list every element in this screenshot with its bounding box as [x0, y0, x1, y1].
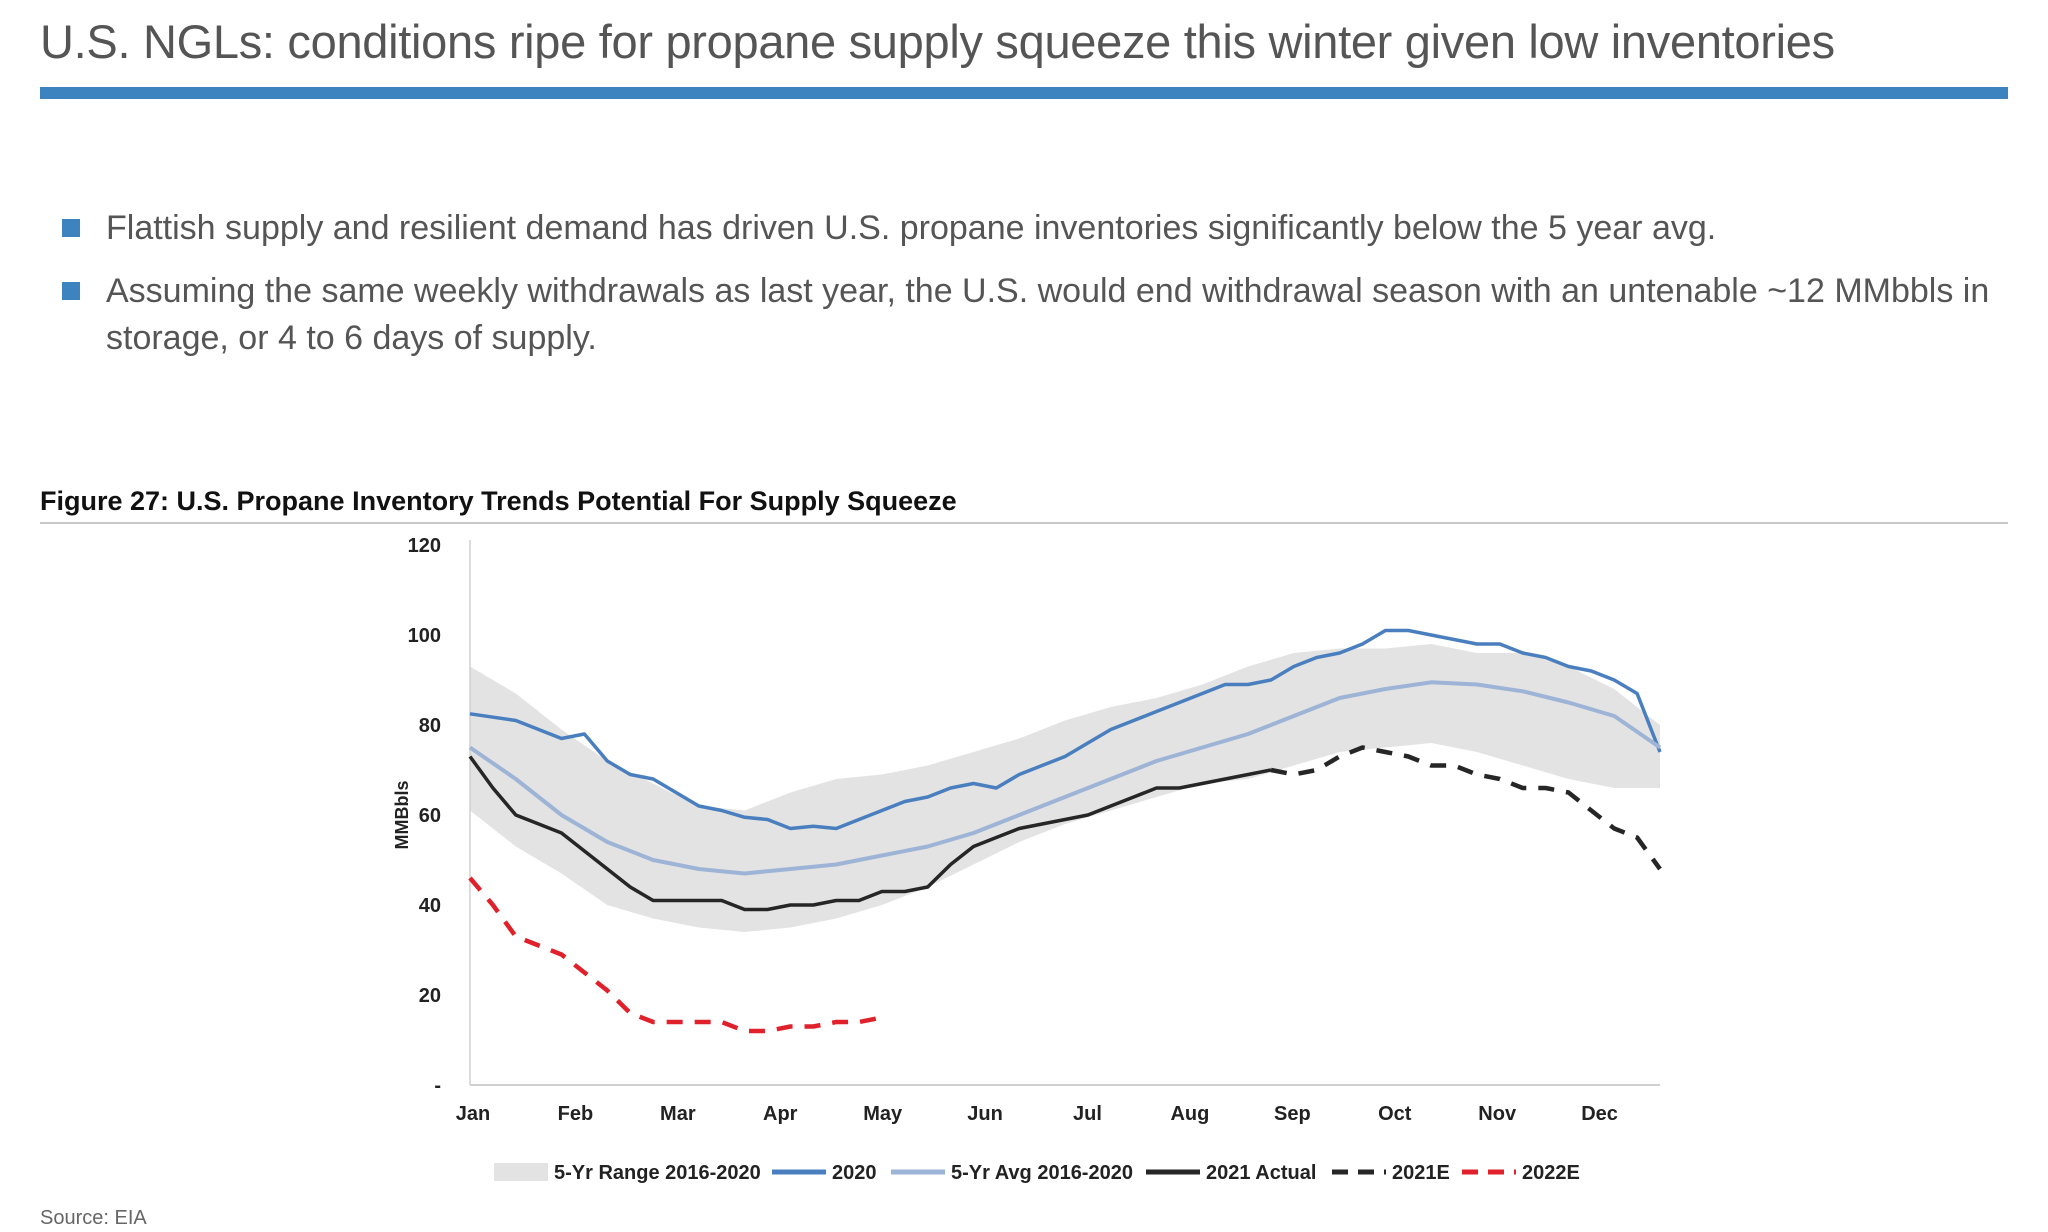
y-tick-label: 40 [419, 895, 441, 917]
legend-item: 2022E [1462, 1162, 1580, 1184]
x-tick-label: Jan [456, 1103, 490, 1125]
bullet-square-icon [62, 219, 80, 237]
series-line-2022e [468, 876, 883, 1034]
legend-item: 5-Yr Range 2016-2020 [494, 1162, 761, 1184]
x-tick-label: Dec [1581, 1103, 1618, 1125]
y-tick-label: 120 [408, 535, 441, 557]
y-axis-label: MMBbls [392, 781, 412, 850]
y-tick-label: 80 [419, 715, 441, 737]
legend-item: 2021E [1332, 1162, 1450, 1184]
title-underline [40, 87, 2008, 99]
bullet-text: Flattish supply and resilient demand has… [106, 209, 1717, 247]
legend-label: 2020 [832, 1162, 877, 1184]
source-note: Source: EIA [40, 1207, 147, 1229]
bullet-square-icon [62, 282, 80, 300]
series-line-2020 [469, 628, 1662, 831]
series-line-2021-actual [468, 755, 1272, 912]
legend-item: 2021 Actual [1146, 1162, 1316, 1184]
y-tick-label: 100 [408, 625, 441, 647]
legend-label: 5-Yr Range 2016-2020 [554, 1162, 761, 1184]
x-tick-label: Oct [1378, 1103, 1412, 1125]
range-band [470, 644, 1660, 932]
legend-label: 2021E [1392, 1162, 1450, 1184]
x-tick-label: Mar [660, 1103, 696, 1125]
bullet-list: Flattish supply and resilient demand has… [62, 205, 2012, 378]
x-tick-label: Apr [763, 1103, 798, 1125]
legend-label: 2022E [1522, 1162, 1580, 1184]
x-tick-label: Jun [967, 1103, 1003, 1125]
series-line-5-yr-avg-2016-2020 [468, 680, 1662, 876]
legend-item: 5-Yr Avg 2016-2020 [891, 1162, 1133, 1184]
bullet-item: Flattish supply and resilient demand has… [62, 205, 2012, 252]
figure-divider [40, 522, 2008, 524]
y-tick-label: 20 [419, 985, 441, 1007]
legend-label: 2021 Actual [1206, 1162, 1316, 1184]
legend-item: 2020 [772, 1162, 877, 1184]
page-title: U.S. NGLs: conditions ripe for propane s… [40, 15, 1835, 68]
x-tick-label: Jul [1073, 1103, 1102, 1125]
bullet-item: Assuming the same weekly withdrawals as … [62, 268, 2012, 362]
x-tick-label: May [863, 1103, 903, 1125]
x-tick-label: Nov [1478, 1103, 1517, 1125]
series-line-2021e [1270, 745, 1662, 871]
figure-title: Figure 27: U.S. Propane Inventory Trends… [40, 486, 957, 516]
legend-swatch [494, 1163, 548, 1181]
y-tick-label: - [434, 1075, 441, 1097]
y-tick-label: 60 [419, 805, 441, 827]
x-tick-label: Sep [1274, 1103, 1311, 1125]
x-tick-label: Feb [558, 1103, 594, 1125]
bullet-text: Assuming the same weekly withdrawals as … [106, 272, 1990, 357]
legend-label: 5-Yr Avg 2016-2020 [951, 1162, 1133, 1184]
x-tick-label: Aug [1170, 1103, 1209, 1125]
